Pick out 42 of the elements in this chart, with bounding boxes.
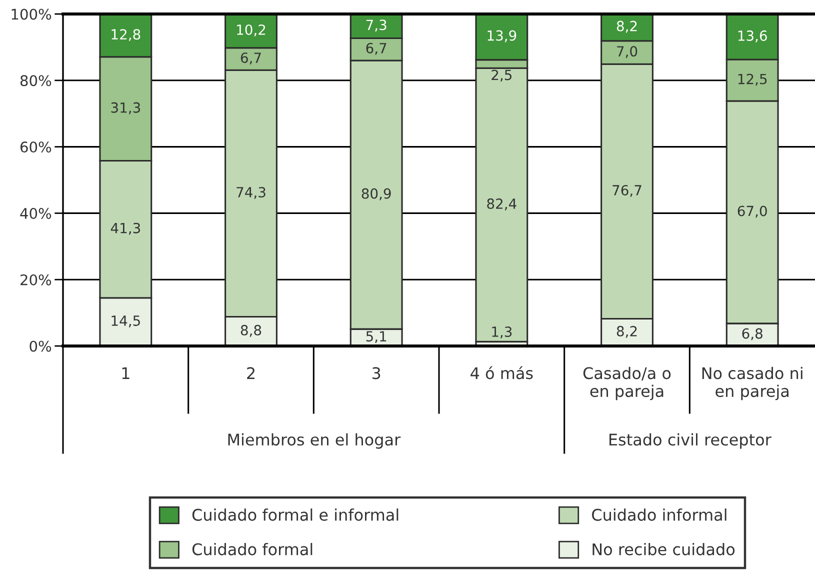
y-tick-label: 100% — [12, 8, 52, 20]
text: Estado civil receptor — [610, 433, 772, 449]
legend-label: Cuidado informal — [592, 508, 726, 521]
y-tick-label: 80% — [20, 75, 52, 86]
y-tick-label: 60% — [20, 142, 52, 153]
data-label: 13,9 — [488, 30, 516, 42]
data-label: 12,5 — [738, 74, 767, 86]
y-tick-label: 0% — [30, 340, 52, 352]
data-label: 10,2 — [237, 24, 266, 36]
y-tick-label: 40% — [20, 208, 52, 219]
x-tick-label: 4 ó más — [470, 366, 533, 380]
data-label: 14,5 — [112, 316, 140, 328]
data-label: 12,8 — [112, 29, 140, 42]
x-tick-label: 1 — [122, 367, 130, 379]
data-label: 13,6 — [738, 30, 767, 42]
data-label: 8,2 — [616, 326, 637, 338]
data-label: 31,3 — [111, 102, 140, 114]
data-label: 6,7 — [366, 42, 386, 55]
data-label: 5,1 — [366, 331, 386, 343]
legend-label: Cuidado formal — [192, 542, 312, 556]
data-label: 8,8 — [240, 324, 262, 337]
data-label: 76,7 — [612, 184, 642, 197]
legend-label: No recibe cuidado — [592, 542, 735, 556]
data-label: 7,3 — [366, 20, 386, 32]
data-label: 82,4 — [487, 198, 516, 210]
x-tick-label: 2 — [247, 367, 254, 379]
data-label: 67,0 — [738, 206, 767, 218]
data-label: 1,3 — [492, 326, 512, 338]
legend-label: Cuidado formal e informal — [192, 508, 398, 521]
x-tick-label: 3 — [372, 367, 380, 380]
x-tick-label: No casado ni en pareja — [702, 366, 802, 400]
data-label: 41,3 — [110, 222, 140, 235]
data-label: 74,3 — [236, 186, 266, 199]
text: Miembros en el hogar — [228, 433, 401, 449]
data-label: 7,0 — [617, 46, 638, 58]
data-label: 2,5 — [492, 70, 512, 82]
data-label: 80,9 — [362, 188, 391, 200]
x-tick-label: Casado/a o en pareja — [583, 366, 671, 400]
data-label: 6,8 — [742, 328, 762, 340]
data-label: 6,7 — [240, 52, 261, 64]
data-label: 8,2 — [616, 20, 637, 33]
y-tick-label: 20% — [20, 274, 52, 286]
